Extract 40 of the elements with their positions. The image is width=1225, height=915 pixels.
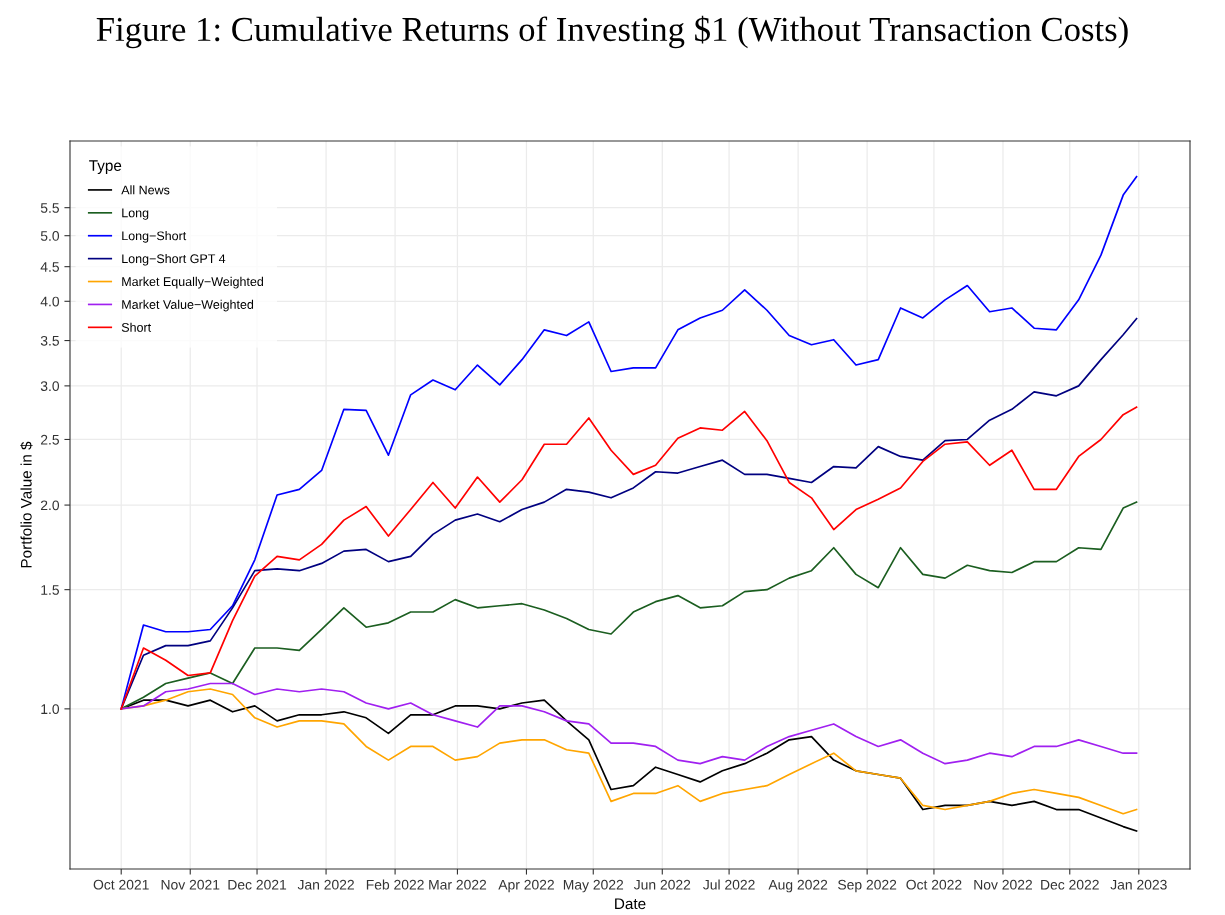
x-tick-label: Apr 2022	[498, 879, 554, 893]
line-series	[120, 501, 1138, 710]
y-tick-label: 5.5	[40, 203, 59, 213]
x-tick-label: Nov 2022	[974, 879, 1032, 890]
chart-title: Figure 1: Cumulative Returns of Investing $1 (Without Transaction Costs)	[96, 15, 1128, 49]
y-tick-label: 2.0	[40, 500, 60, 511]
x-tick-label: Dec 2022	[1041, 879, 1099, 890]
legend-label: Market Equally−Weighted	[122, 276, 264, 289]
x-tick-label: Nov 2021	[161, 879, 220, 890]
x-tick-label: Jun 2022	[633, 879, 691, 890]
x-tick-label: Mar 2022	[429, 879, 487, 890]
line-series	[120, 682, 1138, 765]
x-tick-label: Jan 2022	[297, 879, 354, 890]
y-tick-label: 1.0	[41, 704, 60, 715]
legend-label: All News	[121, 185, 170, 195]
x-tick-label: May 2022	[563, 879, 624, 893]
y-axis-title: Portfolio Value in $	[20, 441, 33, 568]
legend-title: Type	[89, 160, 122, 174]
y-tick-label: 3.0	[40, 381, 60, 392]
x-tick-label: Oct 2022	[906, 879, 962, 890]
legend-label: Long	[122, 208, 149, 220]
y-tick-label: 4.5	[40, 262, 59, 272]
y-tick-label: 5.0	[40, 231, 60, 241]
y-tick-label: 1.5	[41, 585, 59, 595]
x-tick-label: Feb 2022	[366, 879, 424, 890]
x-tick-label: Jan 2023	[1110, 879, 1167, 890]
x-tick-label: Oct 2021	[93, 879, 149, 890]
y-tick-label: 3.5	[40, 335, 59, 346]
line-series	[120, 406, 1138, 710]
x-tick-label: Jul 2022	[703, 879, 755, 890]
y-tick-label: 4.0	[40, 296, 60, 307]
x-tick-label: Dec 2021	[228, 879, 287, 890]
legend-label: Market Value−Weighted	[122, 299, 254, 312]
legend-label: Long−Short	[122, 231, 187, 243]
x-tick-label: Sep 2022	[838, 879, 897, 893]
x-axis-title: Date	[615, 898, 646, 910]
legend-label: Long−Short GPT 4	[122, 253, 226, 266]
y-tick-label: 2.5	[40, 434, 59, 445]
legend-label: Short	[121, 322, 152, 332]
x-tick-label: Aug 2022	[768, 879, 828, 893]
